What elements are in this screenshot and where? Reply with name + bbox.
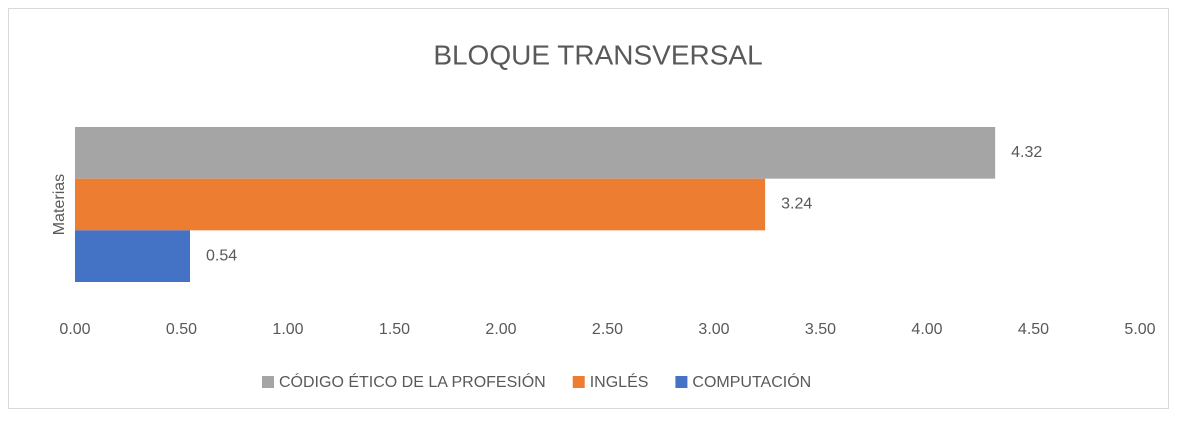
- legend-swatch: [572, 376, 585, 388]
- legend-label: COMPUTACIÓN: [692, 372, 811, 391]
- data-label: 3.24: [781, 196, 812, 213]
- x-tick-label: 3.00: [698, 321, 729, 338]
- x-tick-label: 1.50: [379, 321, 410, 338]
- category-label: Materias: [51, 174, 68, 235]
- legend-label: INGLÉS: [590, 372, 649, 391]
- x-tick-label: 5.00: [1124, 321, 1155, 338]
- data-label: 4.32: [1011, 144, 1042, 161]
- x-tick-label: 4.00: [911, 321, 942, 338]
- x-tick-label: 4.50: [1018, 321, 1049, 338]
- bar: [75, 178, 766, 231]
- legend-swatch: [675, 376, 688, 388]
- x-tick-label: 0.50: [166, 321, 197, 338]
- x-tick-label: 2.00: [485, 321, 516, 338]
- bar: [75, 127, 996, 179]
- x-tick-label: 3.50: [805, 321, 836, 338]
- legend-label: CÓDIGO ÉTICO DE LA PROFESIÓN: [279, 372, 546, 391]
- x-tick-label: 0.00: [59, 321, 90, 338]
- data-label: 0.54: [206, 247, 237, 264]
- bar: [75, 230, 191, 282]
- legend-swatch: [262, 376, 274, 388]
- chart-title: BLOQUE TRANSVERSAL: [433, 39, 762, 70]
- x-tick-label: 2.50: [592, 321, 623, 338]
- x-tick-label: 1.00: [272, 321, 303, 338]
